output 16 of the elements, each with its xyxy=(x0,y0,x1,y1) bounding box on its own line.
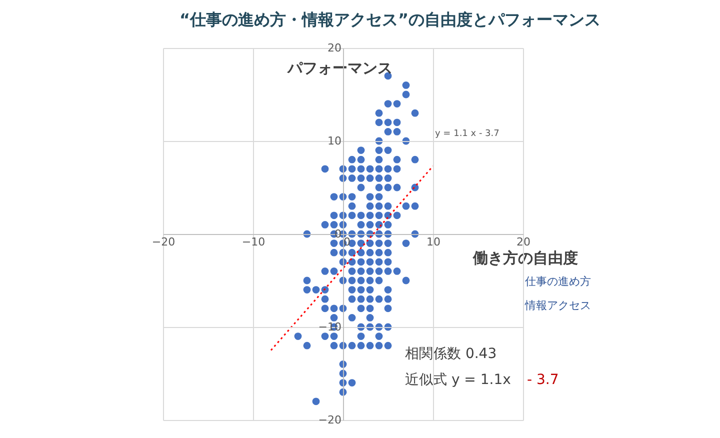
text: - 3.7 xyxy=(527,372,559,388)
annotation: y = 1.1 x - 3.7 xyxy=(435,129,500,139)
y-tick-label: −10 xyxy=(318,320,342,334)
x-tick-label: 10 xyxy=(426,236,440,248)
y-tick-label: 20 xyxy=(328,42,342,54)
y-tick-label: −20 xyxy=(318,414,342,426)
annotation: 相関係数 0.43 xyxy=(405,346,497,362)
text: 情報アクセス xyxy=(524,299,591,312)
chart-title: “仕事の進め方・情報アクセス”の自由度とパフォーマンス xyxy=(179,10,601,29)
x-tick-label: −20 xyxy=(152,236,176,248)
y-tick-label: 0 xyxy=(334,228,342,240)
y-tick-label: 10 xyxy=(328,134,342,148)
x-tick-label: −10 xyxy=(242,236,266,248)
annotation: 近似式 y = 1.1x xyxy=(405,372,511,388)
x-tick-label: 20 xyxy=(516,236,530,248)
text: 仕事の進め方 xyxy=(525,275,591,288)
